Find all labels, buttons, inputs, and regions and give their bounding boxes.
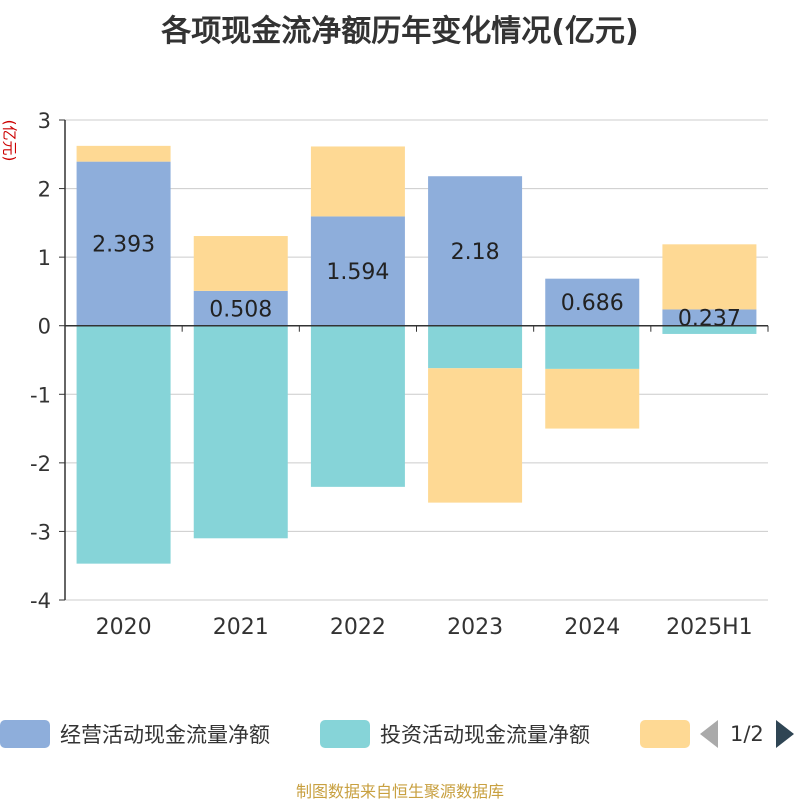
y-tick-label: -1 [30,383,51,407]
legend-swatch-investing [320,720,370,748]
y-tick-label: 1 [38,246,51,270]
x-tick-label: 2023 [447,615,503,640]
bar-2021-series-1 [193,325,288,539]
y-tick-label: 3 [38,109,51,133]
data-label-2023: 2.18 [451,240,500,265]
y-tick-label: 0 [38,315,51,339]
y-tick-label: -4 [30,589,51,613]
bar-2025H1-series-2 [662,244,757,310]
legend-label-investing: 投资活动现金流量净额 [380,723,590,747]
data-label-2022: 1.594 [326,260,389,285]
bar-2023-series-0 [428,176,523,326]
legend-pager: 1/2 [700,716,800,752]
x-tick-label: 2021 [213,615,269,640]
legend-item-operating[interactable]: 经营活动现金流量净额 [0,716,270,752]
data-label-2020: 2.393 [92,233,155,258]
legend-item-financing[interactable] [640,716,700,752]
legend-item-investing[interactable]: 投资活动现金流量净额 [320,716,590,752]
data-label-2024: 0.686 [561,291,624,316]
chart-title: 各项现金流净额历年变化情况(亿元) [161,14,639,49]
legend-swatch-financing [640,720,690,748]
pager-prev-icon[interactable] [700,720,718,748]
bar-2020-series-1 [76,325,171,564]
legend: 经营活动现金流量净额 投资活动现金流量净额 [0,716,800,752]
bar-2020-series-2 [76,145,171,162]
x-tick-label: 2025H1 [666,615,753,640]
pager-page-indicator: 1/2 [730,722,764,746]
bar-2022-series-2 [310,146,405,217]
bar-2022-series-0 [310,216,405,326]
bar-2022-series-1 [310,325,405,487]
bar-2024-series-1 [545,325,640,369]
data-label-2021: 0.508 [209,297,272,322]
x-tick-label: 2024 [564,615,620,640]
bar-2020-series-0 [76,161,171,326]
bar-2023-series-2 [428,368,523,503]
bar-2025H1-series-1 [662,325,757,334]
data-label-2025H1: 0.237 [678,307,741,332]
y-tick-label: -2 [30,452,51,476]
bar-2021-series-2 [193,236,288,291]
data-source-note: 制图数据来自恒生聚源数据库 [295,782,504,801]
pager-next-icon[interactable] [775,720,794,748]
bar-2025H1-series-0 [662,309,757,326]
bar-2021-series-0 [193,290,288,326]
y-tick-label: 2 [38,178,51,202]
legend-swatch-operating [0,720,50,748]
x-tick-label: 2022 [330,615,386,640]
bar-2023-series-1 [428,325,523,369]
cash-flow-chart: 3 2 1 0 -1 -2 -3 -4 2.393 0.508 1.594 2.18 0.686 0.23… [30,109,769,640]
legend-label-operating: 经营活动现金流量净额 [60,723,270,747]
y-tick-label: -3 [30,520,51,544]
x-tick-label: 2020 [96,615,152,640]
bar-2024-series-0 [545,278,640,326]
bar-2024-series-2 [545,368,640,429]
